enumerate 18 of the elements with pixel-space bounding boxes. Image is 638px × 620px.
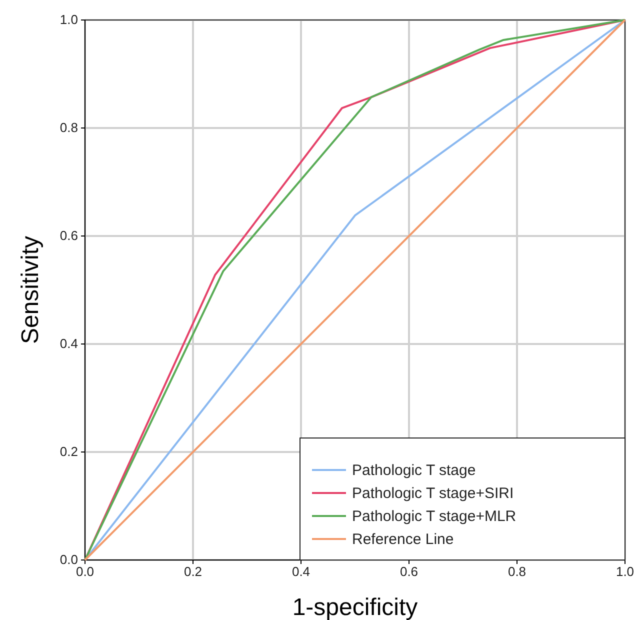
legend-label: Pathologic T stage+MLR (352, 508, 516, 525)
x-tick-label: 0.2 (184, 564, 202, 580)
y-tick-label: 1.0 (60, 12, 78, 28)
x-axis-title: 1-specificity (292, 594, 418, 620)
y-tick-label: 0.2 (60, 444, 78, 460)
legend-label: Reference Line (352, 531, 454, 548)
x-tick-label: 0.6 (400, 564, 418, 580)
x-tick-label: 0.4 (292, 564, 310, 580)
legend-label: Pathologic T stage+SIRI (352, 485, 514, 502)
y-tick-label: 0.0 (60, 552, 78, 568)
x-tick-label: 0.8 (508, 564, 526, 580)
legend-label: Pathologic T stage (352, 462, 476, 479)
y-axis-title: Sensitivity (17, 236, 44, 344)
y-tick-label: 0.8 (60, 120, 78, 136)
y-tick-label: 0.4 (60, 336, 78, 352)
x-tick-label: 1.0 (616, 564, 634, 580)
x-tick-label: 0.0 (76, 564, 94, 580)
y-tick-label: 0.6 (60, 228, 78, 244)
